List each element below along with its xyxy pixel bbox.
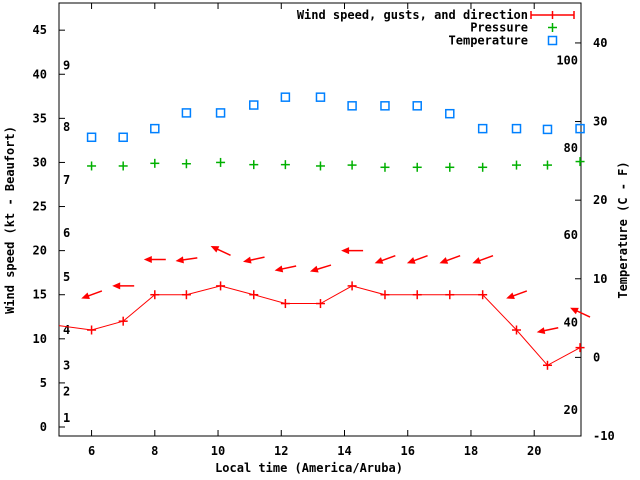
gust-arrow-shaft (477, 254, 494, 262)
legend-temperature-marker (547, 35, 558, 46)
kt-tick-label: 35 (33, 111, 47, 125)
celsius-tick-label: 40 (593, 36, 607, 50)
gust-arrow-head (243, 256, 252, 264)
gust-arrow-shaft (542, 326, 559, 332)
series-layer (58, 92, 591, 370)
gust-arrow-head (374, 257, 384, 264)
x-tick-label: 20 (527, 444, 541, 458)
gust-arrow-head (536, 327, 546, 335)
fahrenheit-label: 100 (556, 53, 578, 67)
gust-arrow-shaft (511, 290, 528, 298)
temperature-point (249, 100, 259, 110)
x-tick-label: 10 (211, 444, 225, 458)
fahrenheit-label: 60 (564, 228, 578, 242)
gust-arrow-shaft (412, 254, 428, 262)
celsius-tick-label: -10 (593, 429, 615, 443)
temperature-point (445, 108, 455, 119)
beaufort-label: 1 (63, 411, 70, 425)
wind-speed-line (58, 285, 581, 366)
gust-arrow-head (439, 257, 449, 264)
x-tick-label: 12 (274, 444, 288, 458)
beaufort-label: 7 (63, 173, 70, 187)
temperature-point (477, 123, 488, 134)
temperature-point (315, 92, 326, 102)
temperature-point (86, 132, 97, 143)
x-axis-title: Local time (America/Aruba) (215, 461, 403, 475)
gust-arrow-head (210, 245, 220, 253)
beaufort-label: 8 (63, 120, 70, 134)
temperature-point (280, 92, 291, 102)
gust-arrow-shaft (315, 264, 332, 271)
gust-arrow-shaft (380, 254, 396, 262)
gust-arrow-shaft (280, 265, 297, 271)
y-left-axis-title: Wind speed (kt - Beaufort) (3, 126, 17, 314)
temperature-point (412, 101, 422, 111)
temperature-point (118, 132, 128, 143)
temperature-point (575, 123, 585, 134)
gust-arrow-head (472, 257, 482, 264)
gust-arrow-head (81, 292, 90, 300)
beaufort-label: 2 (63, 385, 70, 399)
gust-arrow-head (570, 307, 579, 315)
fahrenheit-label: 40 (564, 315, 578, 329)
kt-tick-label: 25 (33, 200, 47, 214)
gust-arrow-head (406, 257, 416, 264)
temperature-point (542, 124, 553, 135)
beaufort-label: 9 (63, 58, 70, 72)
celsius-tick-label: 10 (593, 272, 607, 286)
gust-arrow-head (175, 256, 184, 264)
axes: 6 8 10 12 14 16 18 2005101520253035404512345678… (33, 2, 615, 458)
temperature-point (511, 123, 522, 134)
kt-tick-label: 0 (40, 420, 47, 434)
x-tick-label: 14 (337, 444, 351, 458)
x-tick-label: 18 (464, 444, 478, 458)
kt-tick-label: 45 (33, 23, 47, 37)
plot-border (58, 2, 582, 437)
gust-arrow-shaft (444, 254, 461, 262)
kt-tick-label: 20 (33, 244, 47, 258)
kt-tick-label: 10 (33, 332, 47, 346)
kt-tick-label: 40 (33, 67, 47, 81)
temperature-point (150, 123, 160, 134)
legend-label-pressure: Pressure (470, 21, 528, 35)
legend: Wind speed, gusts, and direction Pressur… (297, 8, 575, 48)
beaufort-label: 4 (63, 323, 70, 337)
legend-label-temperature: Temperature (449, 34, 528, 48)
gust-arrow-head (143, 255, 152, 263)
gust-arrow-head (274, 265, 284, 273)
celsius-tick-label: 30 (593, 115, 607, 129)
gust-arrow-shaft (575, 309, 591, 318)
kt-tick-label: 5 (40, 376, 47, 390)
fahrenheit-label: 20 (564, 403, 578, 417)
beaufort-label: 5 (63, 270, 70, 284)
gust-arrow-head (341, 247, 350, 255)
x-tick-label: 8 (151, 444, 158, 458)
gust-arrow-shaft (215, 247, 231, 256)
gust-arrow-head (309, 265, 319, 273)
celsius-tick-label: 20 (593, 193, 607, 207)
kt-tick-label: 15 (33, 288, 47, 302)
fahrenheit-label: 80 (564, 141, 578, 155)
gust-arrow-head (112, 282, 121, 290)
celsius-tick-label: 0 (593, 350, 600, 364)
x-tick-label: 16 (401, 444, 415, 458)
beaufort-label: 3 (63, 358, 70, 372)
gust-arrow-head (506, 292, 515, 300)
gust-arrow-shaft (86, 290, 103, 298)
y-right-axis-title: Temperature (C - F) (616, 161, 630, 298)
gust-arrow-shaft (181, 257, 198, 261)
x-tick-label: 6 (88, 444, 95, 458)
legend-label-wind: Wind speed, gusts, and direction (297, 8, 528, 22)
temperature-point (380, 101, 390, 111)
temperature-point (215, 108, 226, 118)
temperature-point (181, 108, 192, 118)
temperature-point (347, 101, 357, 111)
beaufort-label: 6 (63, 226, 70, 240)
kt-tick-label: 30 (33, 155, 47, 169)
gust-arrow-shaft (248, 256, 265, 262)
